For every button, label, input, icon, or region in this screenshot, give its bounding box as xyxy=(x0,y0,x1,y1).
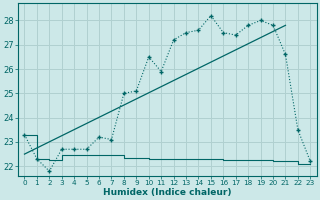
X-axis label: Humidex (Indice chaleur): Humidex (Indice chaleur) xyxy=(103,188,232,197)
